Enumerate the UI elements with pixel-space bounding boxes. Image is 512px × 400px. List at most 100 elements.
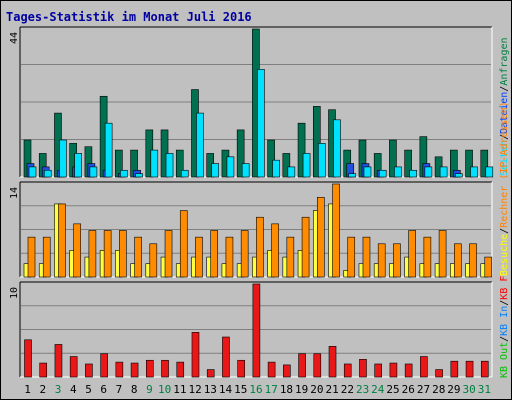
bar-rechner-3 — [58, 203, 66, 278]
bar-kbf-6 — [100, 353, 108, 378]
bar-rechner-8 — [134, 236, 142, 278]
x-label-day-12: 12 — [188, 383, 201, 396]
chart-title: Tages-Statistik im Monat Juli 2016 — [6, 10, 252, 24]
legend-top: Seiten/Dateien/Anfragen — [499, 37, 510, 176]
x-label-day-17: 17 — [265, 383, 278, 396]
bar-seiten-27 — [424, 166, 433, 178]
bar-anfragen-19 — [297, 122, 306, 178]
bar-rechner-31 — [484, 256, 493, 278]
legend-top-separator: / — [499, 134, 510, 140]
legend-top-item: Anfragen — [499, 37, 510, 85]
panel-requests: 44 — [9, 26, 494, 178]
bar-seiten-15 — [241, 163, 250, 178]
panel-traffic: 10 — [9, 281, 493, 378]
bar-rechner-9 — [149, 243, 158, 278]
bar-kbf-16 — [252, 283, 261, 378]
panel-visits: 14 — [9, 181, 493, 278]
x-label-day-23: 23 — [356, 383, 369, 396]
bar-seiten-17 — [272, 159, 280, 178]
bar-rechner-10 — [164, 230, 173, 278]
bar-seiten-13 — [211, 163, 220, 178]
x-label-day-27: 27 — [417, 383, 430, 396]
x-label-day-30: 30 — [463, 383, 476, 396]
bar-rechner-6 — [103, 230, 112, 278]
bar-rechner-12 — [195, 236, 203, 278]
x-label-day-21: 21 — [326, 383, 339, 396]
bar-kbf-2 — [39, 362, 48, 378]
legend-middle-item: Rechner (IP-Adressen) — [499, 101, 510, 227]
bar-seiten-5 — [89, 166, 98, 178]
legend-bottom-item: KB F — [499, 276, 510, 300]
bar-kbf-1 — [24, 339, 32, 378]
x-label-day-18: 18 — [280, 383, 293, 396]
bar-kbf-30 — [465, 360, 474, 378]
bar-rechner-29 — [454, 243, 462, 278]
bar-seiten-28 — [439, 166, 448, 178]
bar-rechner-16 — [256, 216, 264, 278]
legend-top-item: Dateien — [499, 92, 510, 134]
bar-rechner-21 — [332, 183, 340, 278]
x-label-day-4: 4 — [70, 383, 77, 396]
bar-rechner-1 — [27, 236, 36, 278]
bar-rechner-27 — [423, 236, 432, 278]
bar-kbf-26 — [404, 363, 413, 378]
bar-kbf-12 — [191, 332, 200, 378]
bar-kbf-27 — [420, 356, 428, 378]
panel1-ymax-label: 44 — [9, 32, 20, 44]
bar-seiten-24 — [378, 169, 387, 178]
bar-seiten-6 — [104, 122, 113, 178]
bar-kbf-3 — [54, 344, 63, 378]
bar-kbf-18 — [283, 364, 291, 378]
bar-rechner-15 — [240, 230, 249, 278]
bar-rechner-13 — [210, 230, 219, 278]
x-label-day-26: 26 — [402, 383, 415, 396]
panel2-ymax-label: 14 — [9, 187, 20, 199]
bar-seiten-18 — [287, 166, 296, 178]
bar-rechner-26 — [408, 230, 416, 278]
x-label-day-22: 22 — [341, 383, 354, 396]
bar-seiten-19 — [302, 153, 311, 178]
bar-seiten-26 — [409, 169, 417, 178]
x-label-day-5: 5 — [85, 383, 92, 396]
bar-kbf-4 — [69, 356, 78, 378]
bar-kbf-9 — [146, 359, 154, 378]
x-label-day-29: 29 — [447, 383, 460, 396]
bar-seiten-1 — [28, 166, 37, 178]
bar-anfragen-26 — [404, 149, 412, 178]
bar-anfragen-17 — [267, 139, 275, 178]
legend-bottom-separator: / — [499, 300, 510, 306]
x-label-day-24: 24 — [371, 383, 385, 396]
legend-bottom-item: KB Out — [499, 342, 510, 378]
x-label-day-28: 28 — [432, 383, 445, 396]
bar-kbf-29 — [450, 360, 459, 378]
bar-anfragen-30 — [465, 149, 473, 178]
bar-kbf-22 — [343, 363, 352, 378]
bar-kbf-21 — [328, 346, 337, 378]
bar-anfragen-18 — [282, 153, 291, 178]
bar-seiten-8 — [135, 173, 143, 178]
x-label-day-25: 25 — [386, 383, 399, 396]
x-label-day-1: 1 — [24, 383, 31, 396]
panel3-ymax-label: 10 — [9, 287, 20, 299]
bar-seiten-21 — [333, 119, 341, 178]
x-label-day-13: 13 — [204, 383, 217, 396]
bar-seiten-7 — [120, 169, 128, 178]
x-label-day-16: 16 — [249, 383, 262, 396]
bar-kbf-15 — [237, 359, 245, 378]
bar-rechner-11 — [179, 210, 188, 278]
bar-seiten-31 — [485, 166, 494, 178]
x-label-day-20: 20 — [310, 383, 323, 396]
legend-middle: Besuche/Rechner (IP-Adressen) — [499, 101, 510, 276]
bar-rechner-7 — [119, 230, 127, 278]
bar-anfragen-15 — [236, 129, 245, 178]
bar-kbf-28 — [435, 369, 443, 378]
bar-rechner-5 — [88, 230, 97, 278]
bar-seiten-29 — [455, 173, 463, 178]
x-label-day-15: 15 — [234, 383, 247, 396]
x-label-day-3: 3 — [55, 383, 62, 396]
bar-rechner-19 — [301, 216, 310, 278]
x-label-day-19: 19 — [295, 383, 308, 396]
bar-seiten-4 — [74, 153, 82, 178]
bar-kbf-24 — [374, 363, 382, 378]
